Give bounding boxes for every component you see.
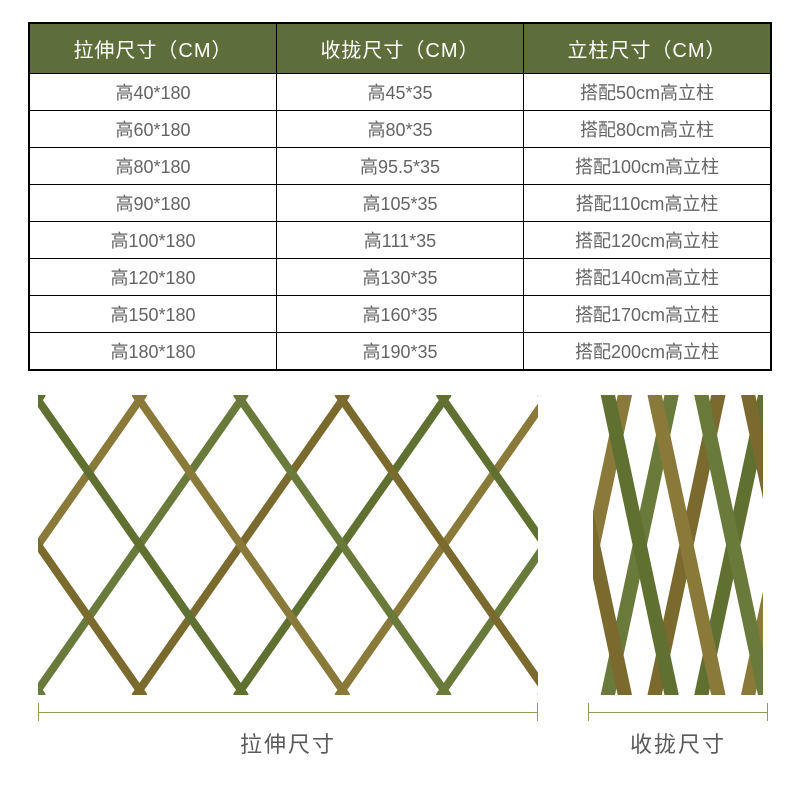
table-cell: 高90*180: [30, 185, 277, 222]
table-cell: 搭配140cm高立柱: [524, 259, 771, 296]
figure-collapsed: 收拢尺寸: [588, 395, 768, 759]
table-row: 高80*180高95.5*35搭配100cm高立柱: [30, 148, 771, 185]
table-cell: 搭配110cm高立柱: [524, 185, 771, 222]
table-cell: 高190*35: [277, 333, 524, 370]
col-header-post: 立柱尺寸（CM）: [524, 24, 771, 74]
expanded-fence-illustration: [38, 395, 538, 695]
table-cell: 搭配80cm高立柱: [524, 111, 771, 148]
table-cell: 高45*35: [277, 74, 524, 111]
col-header-collapsed: 收拢尺寸（CM）: [277, 24, 524, 74]
figures-row: 拉伸尺寸 收拢尺寸: [28, 395, 772, 759]
caption-expanded: 拉伸尺寸: [240, 727, 336, 759]
table-row: 高150*180高160*35搭配170cm高立柱: [30, 296, 771, 333]
table-cell: 高100*180: [30, 222, 277, 259]
table-cell: 搭配50cm高立柱: [524, 74, 771, 111]
table-cell: 搭配100cm高立柱: [524, 148, 771, 185]
table-row: 高90*180高105*35搭配110cm高立柱: [30, 185, 771, 222]
table-cell: 搭配170cm高立柱: [524, 296, 771, 333]
table-row: 高180*180高190*35搭配200cm高立柱: [30, 333, 771, 370]
table-cell: 高60*180: [30, 111, 277, 148]
table-header-row: 拉伸尺寸（CM） 收拢尺寸（CM） 立柱尺寸（CM）: [30, 24, 771, 74]
collapsed-fence-illustration: [593, 395, 763, 695]
dimension-line-collapsed: [588, 703, 768, 721]
table-cell: 高150*180: [30, 296, 277, 333]
dimension-line-expanded: [38, 703, 538, 721]
table-cell: 高80*180: [30, 148, 277, 185]
table-row: 高40*180高45*35搭配50cm高立柱: [30, 74, 771, 111]
table-cell: 高180*180: [30, 333, 277, 370]
figure-expanded: 拉伸尺寸: [38, 395, 538, 759]
table-cell: 高120*180: [30, 259, 277, 296]
table-cell: 高160*35: [277, 296, 524, 333]
table-row: 高120*180高130*35搭配140cm高立柱: [30, 259, 771, 296]
table-cell: 高105*35: [277, 185, 524, 222]
col-header-expanded: 拉伸尺寸（CM）: [30, 24, 277, 74]
table-row: 高100*180高111*35搭配120cm高立柱: [30, 222, 771, 259]
table-cell: 高130*35: [277, 259, 524, 296]
table-cell: 搭配120cm高立柱: [524, 222, 771, 259]
caption-collapsed: 收拢尺寸: [630, 727, 726, 759]
table-cell: 高111*35: [277, 222, 524, 259]
table-cell: 高40*180: [30, 74, 277, 111]
table-cell: 搭配200cm高立柱: [524, 333, 771, 370]
table-cell: 高80*35: [277, 111, 524, 148]
size-table: 拉伸尺寸（CM） 收拢尺寸（CM） 立柱尺寸（CM） 高40*180高45*35…: [28, 22, 772, 371]
table-row: 高60*180高80*35搭配80cm高立柱: [30, 111, 771, 148]
table-cell: 高95.5*35: [277, 148, 524, 185]
